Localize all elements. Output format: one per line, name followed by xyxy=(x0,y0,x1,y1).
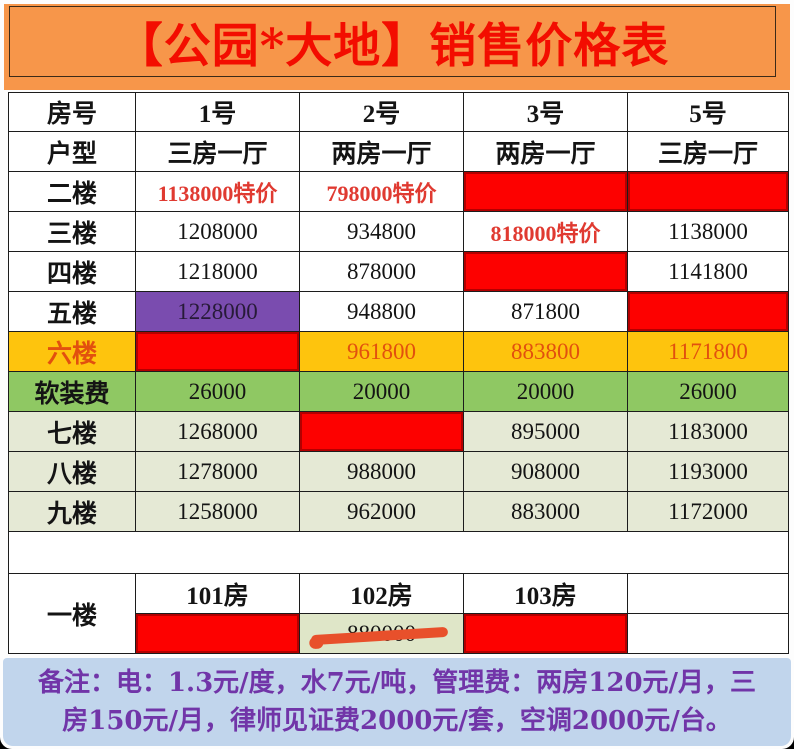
price-cell: 1141800 xyxy=(628,252,789,292)
column-header: 3号 xyxy=(464,93,628,132)
price-cell xyxy=(628,172,789,212)
note-line: 备注：电：1.3元/度，水7元/吨，管理费：两房120元/月，三 xyxy=(37,668,757,698)
price-cell: 20000 xyxy=(300,372,464,412)
price-cell xyxy=(628,292,789,332)
row-label: 户型 xyxy=(9,132,136,172)
price-cell: 908000 xyxy=(464,452,628,492)
price-cell: 1218000 xyxy=(136,252,300,292)
price-cell xyxy=(300,412,464,452)
price-cell: 1268000 xyxy=(136,412,300,452)
price-cell: 1183000 xyxy=(628,412,789,452)
row-label: 八楼 xyxy=(9,452,136,492)
row-label: 四楼 xyxy=(9,252,136,292)
price-table: 房号 1号 2号 3号 5号 户型 三房一厅 两房一厅 两房一厅 三房一厅 二楼 1138000特价 7… xyxy=(8,92,789,654)
unit-type-cell: 两房一厅 xyxy=(464,132,628,172)
row-label: 六楼 xyxy=(9,332,136,372)
spacer-row xyxy=(9,532,789,574)
price-cell: 948800 xyxy=(300,292,464,332)
unit-type-cell: 三房一厅 xyxy=(136,132,300,172)
price-cell xyxy=(136,332,300,372)
row-label: 三楼 xyxy=(9,212,136,252)
price-cell: 895000 xyxy=(464,412,628,452)
price-cell: 26000 xyxy=(628,372,789,412)
title-banner-frame: 【公园*大地】销售价格表 xyxy=(9,6,776,77)
room-header-cell: 102房 xyxy=(300,574,464,614)
price-cell: 1171800 xyxy=(628,332,789,372)
note-line: 房150元/月，律师见证费2000元/套，空调2000元/台。 xyxy=(62,706,732,736)
row-label: 九楼 xyxy=(9,492,136,532)
row-label: 七楼 xyxy=(9,412,136,452)
price-cell xyxy=(464,252,628,292)
price-cell: 1193000 xyxy=(628,452,789,492)
column-header: 2号 xyxy=(300,93,464,132)
price-cell: 798000特价 xyxy=(300,172,464,212)
price-cell xyxy=(464,172,628,212)
notes-panel: 备注：电：1.3元/度，水7元/吨，管理费：两房120元/月，三 房150元/月… xyxy=(3,658,791,746)
price-cell xyxy=(464,614,628,654)
price-cell: 1208000 xyxy=(136,212,300,252)
price-cell: 1172000 xyxy=(628,492,789,532)
price-cell: 1138000特价 xyxy=(136,172,300,212)
room-header-cell xyxy=(628,574,789,614)
unit-type-cell: 三房一厅 xyxy=(628,132,789,172)
price-cell: 818000特价 xyxy=(464,212,628,252)
price-cell: 871800 xyxy=(464,292,628,332)
price-cell: 20000 xyxy=(464,372,628,412)
column-header: 1号 xyxy=(136,93,300,132)
price-cell: 883800 xyxy=(464,332,628,372)
row-label: 软装费 xyxy=(9,372,136,412)
price-cell: 1228000 xyxy=(136,292,300,332)
row-label: 一楼 xyxy=(9,574,136,654)
price-cell: 988000 xyxy=(300,452,464,492)
room-header-cell: 103房 xyxy=(464,574,628,614)
column-header: 5号 xyxy=(628,93,789,132)
price-cell: 1138000 xyxy=(628,212,789,252)
title-banner: 【公园*大地】销售价格表 xyxy=(4,4,790,90)
price-cell: 883000 xyxy=(464,492,628,532)
room-header-cell: 101房 xyxy=(136,574,300,614)
row-label: 二楼 xyxy=(9,172,136,212)
unit-type-cell: 两房一厅 xyxy=(300,132,464,172)
price-cell: 26000 xyxy=(136,372,300,412)
price-cell: 880000 xyxy=(300,614,464,654)
price-cell: 1258000 xyxy=(136,492,300,532)
price-cell: 878000 xyxy=(300,252,464,292)
corner-header: 房号 xyxy=(9,93,136,132)
page-title: 【公园*大地】销售价格表 xyxy=(115,19,670,74)
price-cell: 961800 xyxy=(300,332,464,372)
row-label: 五楼 xyxy=(9,292,136,332)
price-cell xyxy=(136,614,300,654)
price-cell xyxy=(628,614,789,654)
price-cell: 934800 xyxy=(300,212,464,252)
price-cell: 962000 xyxy=(300,492,464,532)
price-cell: 1278000 xyxy=(136,452,300,492)
